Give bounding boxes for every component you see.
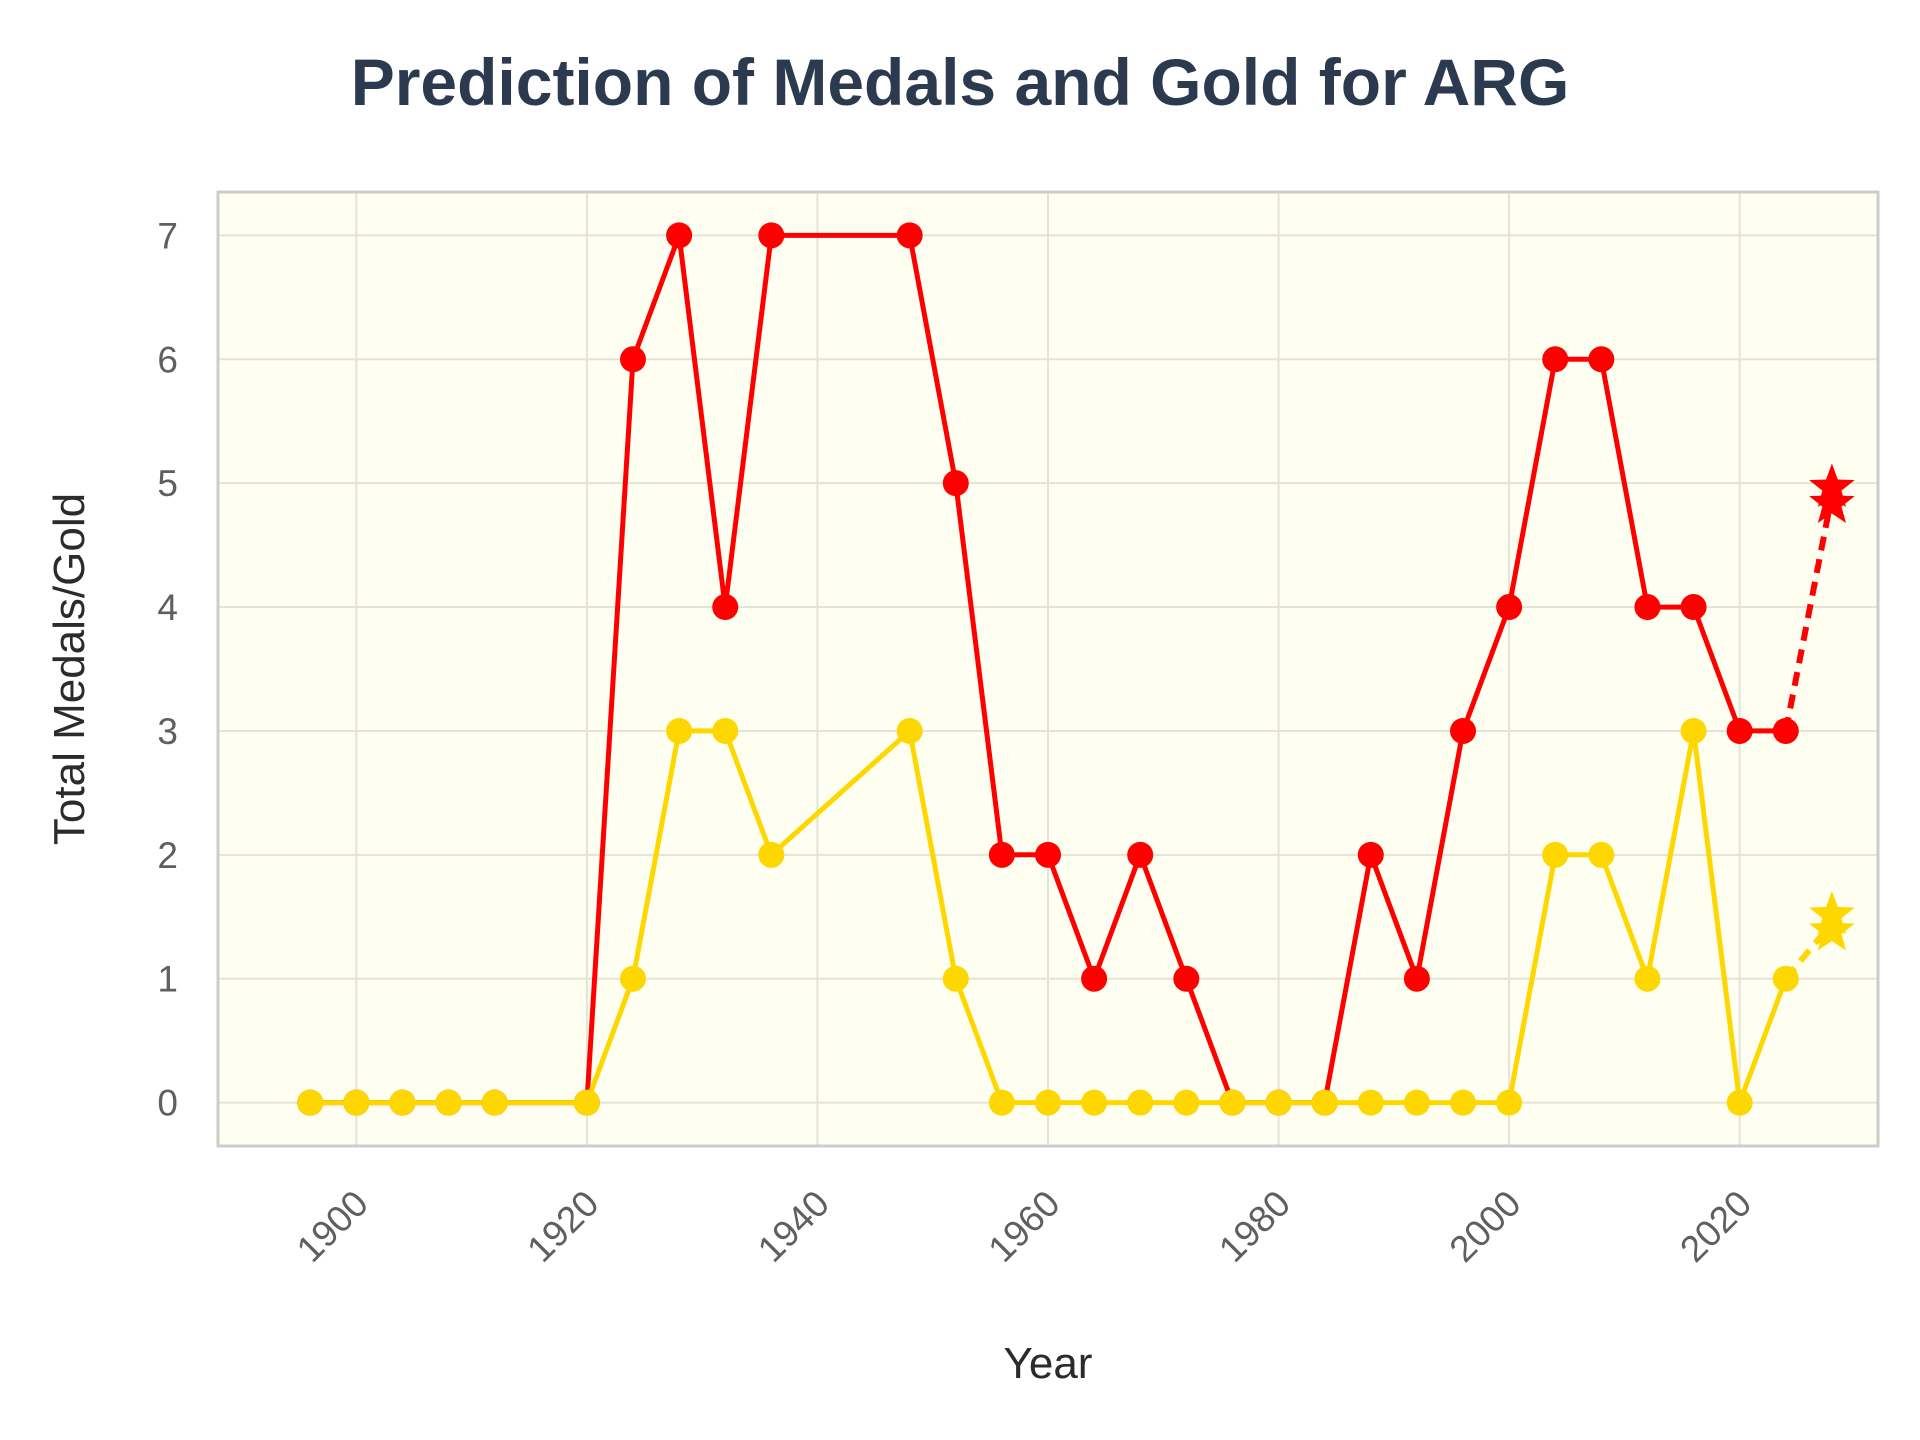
prediction-line [1782, 494, 1835, 732]
x-tick-label: 1900 [289, 1183, 376, 1270]
data-point [1634, 594, 1661, 621]
y-tick-label: 1 [157, 959, 178, 1000]
plot-frame [216, 190, 1880, 1148]
data-point [343, 1089, 370, 1116]
data-point [1081, 1089, 1108, 1116]
y-axis-label: Total Medals/Gold [45, 493, 94, 845]
data-point [1542, 841, 1569, 868]
data-point [1772, 717, 1799, 744]
x-tick-label: 1940 [750, 1183, 837, 1270]
data-point [666, 717, 693, 744]
data-point [1726, 1089, 1753, 1116]
data-point [435, 1089, 462, 1116]
data-point [1680, 594, 1707, 621]
data-point [1035, 1089, 1061, 1116]
data-point [666, 222, 693, 249]
prediction-star [1809, 907, 1855, 951]
x-tick-label: 1920 [519, 1183, 606, 1270]
data-point [297, 1089, 324, 1116]
y-tick-label: 4 [157, 587, 178, 628]
y-tick-label: 3 [157, 711, 178, 752]
data-point [896, 717, 923, 744]
data-point [1173, 965, 1200, 992]
data-point [1772, 965, 1799, 992]
data-point [1588, 346, 1615, 373]
data-point [620, 965, 646, 992]
data-point [1357, 841, 1384, 868]
x-tick-label: 1980 [1211, 1183, 1298, 1270]
data-point [620, 346, 646, 373]
data-point [1081, 965, 1108, 992]
x-tick-label: 2020 [1672, 1183, 1759, 1270]
x-tick-label: 2000 [1442, 1183, 1529, 1270]
data-point [942, 470, 969, 497]
data-point [758, 841, 785, 868]
data-point [1127, 841, 1154, 868]
y-tick-label: 6 [157, 339, 178, 380]
data-point [1726, 717, 1753, 744]
y-tick-label: 2 [157, 835, 178, 876]
data-point [1403, 1089, 1430, 1116]
chart-title: Prediction of Medals and Gold for ARG [350, 45, 1570, 119]
data-point [1588, 841, 1615, 868]
data-point [758, 222, 785, 249]
data-point [988, 841, 1015, 868]
data-point [1542, 346, 1569, 373]
y-tick-label: 7 [157, 215, 178, 256]
data-point [1450, 717, 1476, 744]
data-point [1311, 1089, 1338, 1116]
data-point [1265, 1089, 1292, 1116]
data-point [942, 965, 969, 992]
y-tick-label: 0 [157, 1083, 178, 1124]
prediction-star [1809, 479, 1855, 523]
data-point [1450, 1089, 1476, 1116]
data-point [1496, 594, 1523, 621]
x-axis-label: Year [1004, 1339, 1093, 1388]
data-point [1127, 1089, 1154, 1116]
data-point [1035, 841, 1061, 868]
data-point [1680, 717, 1707, 744]
data-point [1173, 1089, 1200, 1116]
data-point [712, 717, 739, 744]
data-point [481, 1089, 508, 1116]
data-point [389, 1089, 416, 1116]
y-tick-label: 5 [157, 463, 178, 504]
data-point [896, 222, 923, 249]
data-point [1403, 965, 1430, 992]
data-point [1496, 1089, 1523, 1116]
x-tick-label: 1960 [980, 1183, 1067, 1270]
data-point [1219, 1089, 1246, 1116]
data-point [712, 594, 739, 621]
series-layer [297, 222, 1855, 1116]
data-point [1634, 965, 1661, 992]
data-point [573, 1089, 600, 1116]
data-point [1357, 1089, 1384, 1116]
data-point [988, 1089, 1015, 1116]
